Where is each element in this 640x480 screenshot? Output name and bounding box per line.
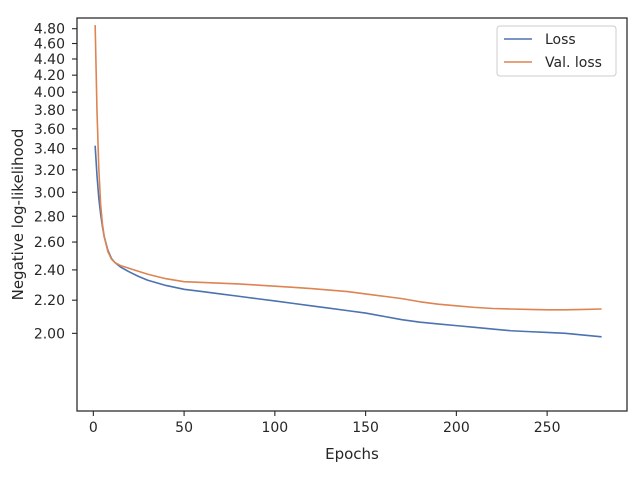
- y-tick-label: 4.60: [34, 37, 65, 53]
- y-tick-label: 3.80: [34, 103, 65, 119]
- plot-frame: [76, 17, 628, 412]
- y-tick-label: 3.60: [34, 122, 65, 138]
- y-tick-label: 2.80: [34, 209, 65, 225]
- legend: Loss Val. loss: [496, 25, 617, 77]
- y-tick-label: 2.00: [34, 326, 65, 342]
- y-axis-title: Negative log-likelihood: [9, 129, 27, 301]
- legend-label: Loss: [545, 32, 576, 48]
- y-tick-label: 2.40: [34, 263, 65, 279]
- y-tick-label: 3.20: [34, 163, 65, 179]
- series-line-val-loss: [94, 25, 602, 311]
- y-tick-label: 4.40: [34, 52, 65, 68]
- x-tick-label: 150: [352, 420, 379, 436]
- x-axis-title: Epochs: [325, 445, 379, 463]
- x-tick-label: 0: [89, 420, 98, 436]
- y-tick-label: 4.80: [34, 22, 65, 38]
- x-axis-ticks: 0 50 100 150 200 250: [89, 411, 561, 436]
- y-tick-label: 3.40: [34, 142, 65, 158]
- x-tick-label: 100: [261, 420, 288, 436]
- x-tick-label: 200: [443, 420, 470, 436]
- y-tick-label: 4.20: [34, 68, 65, 84]
- legend-label: Val. loss: [545, 55, 602, 71]
- plot-lines: [94, 25, 602, 338]
- y-tick-label: 2.60: [34, 235, 65, 251]
- x-tick-label: 50: [175, 420, 193, 436]
- y-tick-label: 3.00: [34, 185, 65, 201]
- y-tick-label: 4.00: [34, 85, 65, 101]
- y-axis-ticks: 2.00 2.20 2.40 2.60 2.80 3.00 3.20 3.40 3.60 3.80…: [34, 22, 77, 342]
- y-tick-label: 2.20: [34, 293, 65, 309]
- x-tick-label: 250: [534, 420, 561, 436]
